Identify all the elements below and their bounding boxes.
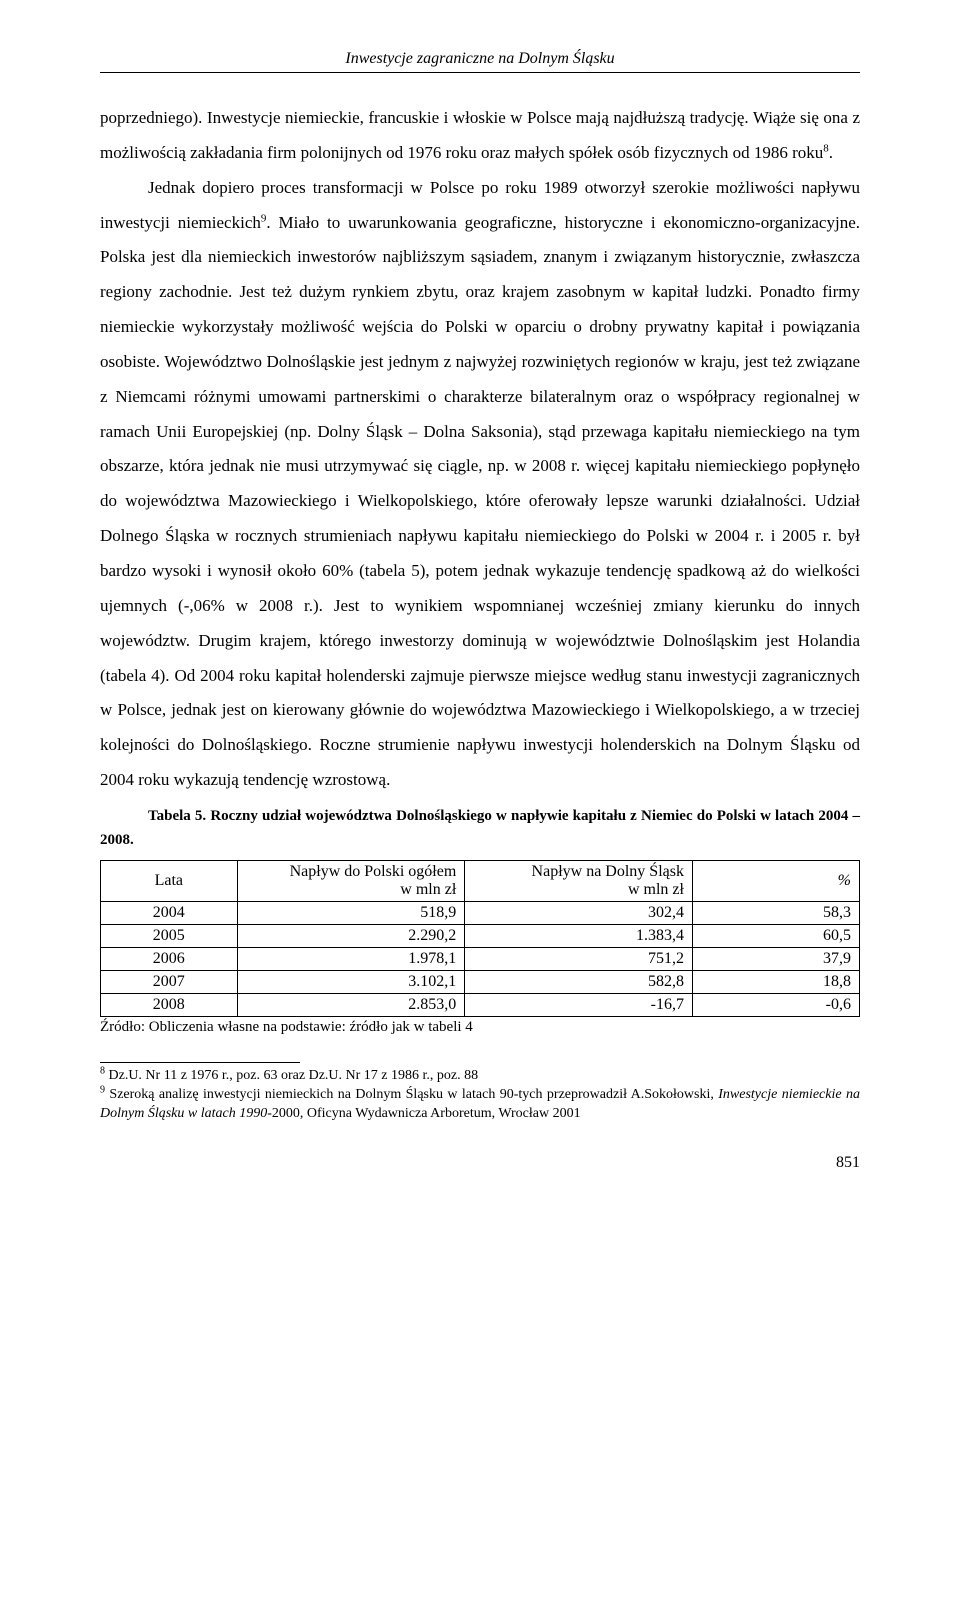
table-header-dolny-l1: Napływ na Dolny Śląsk (532, 863, 684, 880)
table-row: 2007 3.102,1 582,8 18,8 (101, 970, 860, 993)
cell-pct: 60,5 (692, 924, 859, 947)
cell-year: 2006 (101, 947, 238, 970)
header-rule (100, 72, 860, 73)
cell-poland: 2.853,0 (237, 993, 465, 1016)
cell-pct: 58,3 (692, 901, 859, 924)
body-paragraph-1: poprzedniego). Inwestycje niemieckie, fr… (100, 101, 860, 171)
running-header: Inwestycje zagraniczne na Dolnym Śląsku (100, 50, 860, 68)
table-header-poland: Napływ do Polski ogółem w mln zł (237, 860, 465, 901)
cell-dolny: 751,2 (465, 947, 693, 970)
cell-poland: 3.102,1 (237, 970, 465, 993)
table-header-pct: % (692, 860, 859, 901)
cell-year: 2004 (101, 901, 238, 924)
table-row: 2006 1.978,1 751,2 37,9 (101, 947, 860, 970)
footnote-9: 9 Szeroką analizę inwestycji niemieckich… (100, 1086, 860, 1124)
table-header-dolny-l2: w mln zł (628, 881, 684, 898)
table-source: Źródło: Obliczenia własne na podstawie: … (100, 1019, 860, 1036)
cell-pct: 37,9 (692, 947, 859, 970)
footnote-8: 8 Dz.U. Nr 11 z 1976 r., poz. 63 oraz Dz… (100, 1067, 860, 1086)
body-paragraph-2: Jednak dopiero proces transformacji w Po… (100, 171, 860, 798)
footnote-9-text-a: Szeroką analizę inwestycji niemieckich n… (105, 1087, 718, 1102)
page: Inwestycje zagraniczne na Dolnym Śląsku … (0, 0, 960, 1212)
para2-text-b: . Miało to uwarunkowania geograficzne, h… (100, 213, 860, 790)
cell-year: 2005 (101, 924, 238, 947)
footnotes-rule (100, 1062, 300, 1063)
footnote-9-text-b: 2000, Oficyna Wydawnicza Arboretum, Wroc… (272, 1106, 581, 1121)
table-caption: Tabela 5. Roczny udział województwa Doln… (100, 804, 860, 852)
table-caption-label: Tabela 5. (148, 808, 206, 824)
table-header-year: Lata (101, 860, 238, 901)
cell-dolny: -16,7 (465, 993, 693, 1016)
cell-dolny: 1.383,4 (465, 924, 693, 947)
cell-year: 2007 (101, 970, 238, 993)
cell-dolny: 582,8 (465, 970, 693, 993)
page-number: 851 (100, 1154, 860, 1172)
table-row: 2004 518,9 302,4 58,3 (101, 901, 860, 924)
footnote-8-text: Dz.U. Nr 11 z 1976 r., poz. 63 oraz Dz.U… (105, 1068, 478, 1083)
cell-poland: 1.978,1 (237, 947, 465, 970)
cell-pct: -0,6 (692, 993, 859, 1016)
cell-poland: 2.290,2 (237, 924, 465, 947)
table-caption-text: Roczny udział województwa Dolnośląskiego… (100, 808, 860, 848)
table-row: 2008 2.853,0 -16,7 -0,6 (101, 993, 860, 1016)
cell-poland: 518,9 (237, 901, 465, 924)
table-body: 2004 518,9 302,4 58,3 2005 2.290,2 1.383… (101, 901, 860, 1016)
table-header-poland-l2: w mln zł (400, 881, 456, 898)
cell-year: 2008 (101, 993, 238, 1016)
data-table: Lata Napływ do Polski ogółem w mln zł Na… (100, 860, 860, 1017)
table-header-pct-text: % (838, 872, 851, 889)
cell-dolny: 302,4 (465, 901, 693, 924)
cell-pct: 18,8 (692, 970, 859, 993)
table-header-poland-l1: Napływ do Polski ogółem (290, 863, 457, 880)
table-header-dolny: Napływ na Dolny Śląsk w mln zł (465, 860, 693, 901)
para1-end: . (829, 143, 833, 162)
para1-text: poprzedniego). Inwestycje niemieckie, fr… (100, 108, 860, 162)
table-row: 2005 2.290,2 1.383,4 60,5 (101, 924, 860, 947)
table-header-row: Lata Napływ do Polski ogółem w mln zł Na… (101, 860, 860, 901)
